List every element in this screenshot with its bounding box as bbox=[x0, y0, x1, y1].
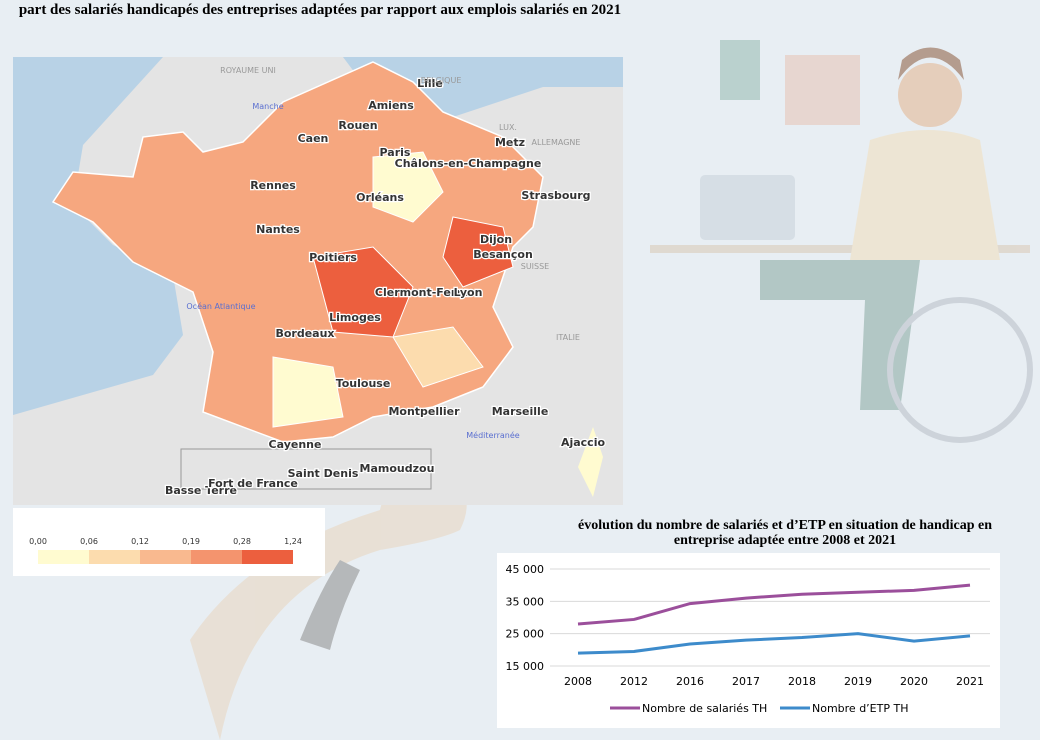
city-label: Saint Denis bbox=[288, 467, 359, 480]
city-label: Rouen bbox=[338, 119, 377, 132]
city-label: Cayenne bbox=[269, 438, 322, 451]
place-label: LUX. bbox=[499, 123, 517, 132]
city-label: Paris bbox=[380, 146, 411, 159]
legend-tick-label: 0,28 bbox=[233, 537, 251, 546]
city-label: Montpellier bbox=[388, 405, 460, 418]
city-label: Caen bbox=[298, 132, 329, 145]
place-label: ITALIE bbox=[556, 333, 580, 342]
map-title: part des salariés handicapés des entrepr… bbox=[18, 2, 622, 18]
place-label: ALLEMAGNE bbox=[532, 138, 581, 147]
city-label: Strasbourg bbox=[521, 189, 590, 202]
city-label: Lille bbox=[417, 77, 443, 90]
city-label: Clermont-Ferra bbox=[375, 286, 469, 299]
legend-swatch bbox=[242, 550, 293, 564]
place-label: Manche bbox=[252, 102, 283, 111]
city-label: Lyon bbox=[454, 286, 483, 299]
map-legend: 0,00 0,06 0,12 0,19 0,28 1,24 bbox=[13, 508, 325, 576]
city-label: Rennes bbox=[250, 179, 296, 192]
city-label: Nantes bbox=[256, 223, 300, 236]
city-label: Marseille bbox=[492, 405, 549, 418]
city-label: Amiens bbox=[368, 99, 414, 112]
legend-tick-label: 0,06 bbox=[80, 537, 98, 546]
city-label: Poitiers bbox=[309, 251, 357, 264]
place-label: ROYAUME UNI bbox=[220, 66, 276, 75]
city-label: Limoges bbox=[329, 311, 381, 324]
place-label: BELGIQUE bbox=[421, 76, 462, 85]
legend-swatch bbox=[38, 550, 89, 564]
place-label: Océan Atlantique bbox=[186, 301, 255, 311]
legend-tick-label: 0,19 bbox=[182, 537, 200, 546]
legend-tick-label: 0,00 bbox=[29, 537, 47, 546]
city-label: Fort de France bbox=[208, 477, 298, 490]
city-label: Bordeaux bbox=[275, 327, 334, 340]
city-label: Ajaccio bbox=[561, 436, 606, 449]
legend-swatch bbox=[140, 550, 191, 564]
chart-title: évolution du nombre de salariés et d’ETP… bbox=[578, 518, 992, 548]
city-label: Châlons-en-Champagne bbox=[395, 157, 542, 170]
city-label: Metz bbox=[495, 136, 525, 149]
city-label: Dijon bbox=[480, 233, 512, 246]
city-label: Mamoudzou bbox=[360, 462, 435, 475]
legend-swatch bbox=[191, 550, 242, 564]
legend-tick-label: 0,12 bbox=[131, 537, 149, 546]
legend-tick-label: 1,24 bbox=[284, 537, 302, 546]
city-label: Besançon bbox=[473, 248, 533, 261]
place-label: SUISSE bbox=[521, 262, 550, 271]
legend-swatch bbox=[89, 550, 140, 564]
city-label: Toulouse bbox=[336, 377, 391, 390]
place-label: Méditerranée bbox=[466, 430, 520, 440]
city-label: Basse Terre bbox=[165, 484, 237, 497]
city-label: Orléans bbox=[356, 191, 404, 204]
